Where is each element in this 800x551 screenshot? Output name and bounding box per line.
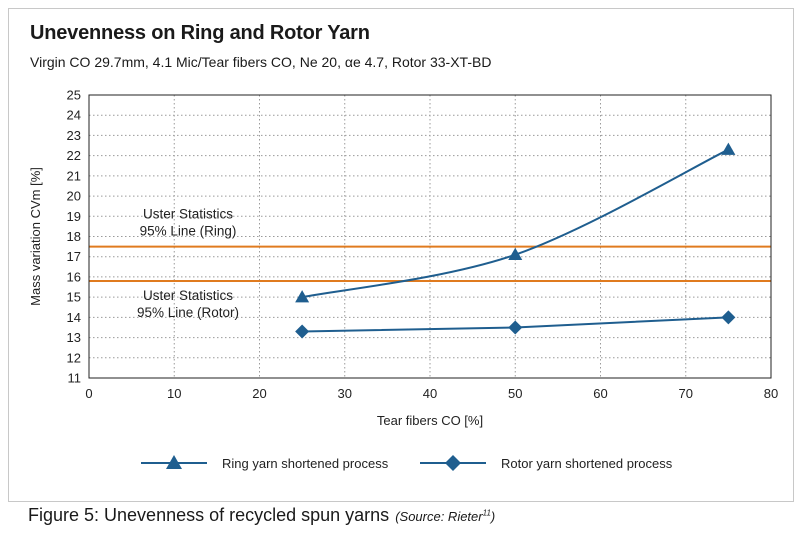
- diamond-marker: [295, 324, 310, 339]
- figure-frame: [8, 8, 794, 502]
- legend-label: Ring yarn shortened process: [222, 456, 389, 471]
- triangle-marker: [721, 142, 736, 155]
- x-tick-label: 70: [679, 386, 693, 401]
- reference-label-line2: 95% Line (Ring): [140, 224, 237, 239]
- reference-label-line2: 95% Line (Rotor): [137, 305, 239, 320]
- y-tick-label: 20: [67, 189, 81, 204]
- y-tick-label: 17: [67, 249, 81, 264]
- x-tick-label: 40: [423, 386, 437, 401]
- x-tick-label: 20: [252, 386, 266, 401]
- grid-lines: [89, 95, 771, 378]
- plot-area-border: [88, 94, 772, 379]
- x-tick-label: 50: [508, 386, 522, 401]
- series-ring-yarn: [295, 142, 736, 303]
- diamond-marker: [508, 320, 523, 335]
- x-tick-label: 10: [167, 386, 181, 401]
- caption-source: (Source: Rieter11): [395, 508, 496, 524]
- y-tick-label: 18: [67, 229, 81, 244]
- y-tick-label: 25: [67, 88, 81, 103]
- y-tick-label: 23: [67, 128, 81, 143]
- x-tick-label: 80: [764, 386, 778, 401]
- chart-title: Unevenness on Ring and Rotor Yarn: [30, 22, 370, 44]
- y-tick-label: 15: [67, 290, 81, 305]
- y-tick-label: 16: [67, 269, 81, 284]
- reference-lines: Uster Statistics 95% Line (Ring) Uster Sta…: [89, 207, 771, 320]
- y-tick-label: 11: [68, 371, 82, 386]
- figure-caption: Figure 5: Unevenness of recycled spun ya…: [28, 505, 495, 526]
- triangle-marker: [508, 247, 523, 260]
- reference-label-line1: Uster Statistics: [143, 207, 233, 222]
- legend-triangle-marker: [166, 455, 182, 469]
- legend-diamond-marker: [445, 455, 461, 471]
- x-tick-label: 30: [338, 386, 352, 401]
- caption-text: Figure 5: Unevenness of recycled spun ya…: [28, 505, 390, 525]
- legend-label: Rotor yarn shortened process: [501, 456, 673, 471]
- y-tick-label: 19: [67, 209, 81, 224]
- series-rotor-yarn: [295, 310, 736, 339]
- tick-labels: 11 12 13 14 15 16 17 18 19 20 21 22 23 24 25 0 10 20 30 40 5…: [67, 88, 779, 402]
- data-series: [295, 142, 736, 339]
- x-tick-label: 0: [85, 386, 92, 401]
- x-axis-label: Tear fibers CO [%]: [377, 413, 483, 428]
- y-tick-label: 12: [67, 350, 81, 365]
- y-tick-label: 21: [67, 168, 81, 183]
- y-axis-label: Mass variation CVm [%]: [28, 167, 43, 306]
- y-tick-label: 14: [67, 310, 81, 325]
- chart-subtitle: Virgin CO 29.7mm, 4.1 Mic/Tear fibers CO…: [30, 54, 492, 70]
- y-tick-label: 22: [67, 148, 81, 163]
- diamond-marker: [721, 310, 736, 325]
- triangle-marker: [295, 290, 310, 303]
- y-tick-label: 24: [67, 108, 81, 123]
- reference-label-line1: Uster Statistics: [143, 288, 233, 303]
- legend: Ring yarn shortened process Rotor yarn sh…: [141, 455, 673, 471]
- x-tick-label: 60: [593, 386, 607, 401]
- y-tick-label: 13: [67, 330, 81, 345]
